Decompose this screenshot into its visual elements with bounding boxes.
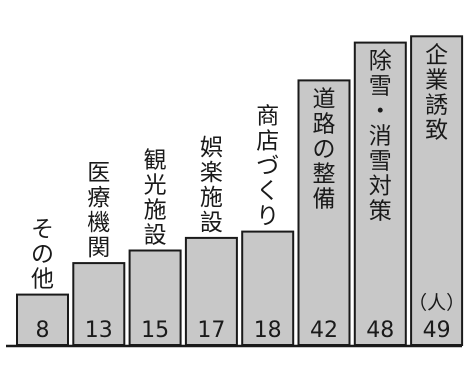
- category-label-7: 企業誘致: [425, 42, 448, 143]
- category-label-1: 医療機関: [87, 160, 110, 261]
- value-label-2: 15: [141, 318, 169, 343]
- value-label-0: 8: [36, 318, 50, 343]
- value-label-4: 18: [254, 318, 282, 343]
- bars-group: [17, 36, 462, 345]
- category-label-2: 観光施設: [144, 148, 167, 249]
- value-label-3: 17: [197, 318, 225, 343]
- unit-label: （人）: [408, 292, 465, 314]
- category-label-0: その他: [31, 217, 54, 293]
- value-label-1: 13: [85, 318, 113, 343]
- category-label-4: 商店づくり: [256, 104, 279, 230]
- value-label-6: 48: [366, 318, 394, 343]
- value-label-5: 42: [310, 318, 338, 343]
- value-label-7: 49: [423, 318, 451, 343]
- category-label-6: 除雪・消雪対策: [369, 49, 392, 225]
- category-label-5: 道路の整備: [313, 86, 336, 212]
- category-label-3: 娯楽施設: [200, 135, 223, 236]
